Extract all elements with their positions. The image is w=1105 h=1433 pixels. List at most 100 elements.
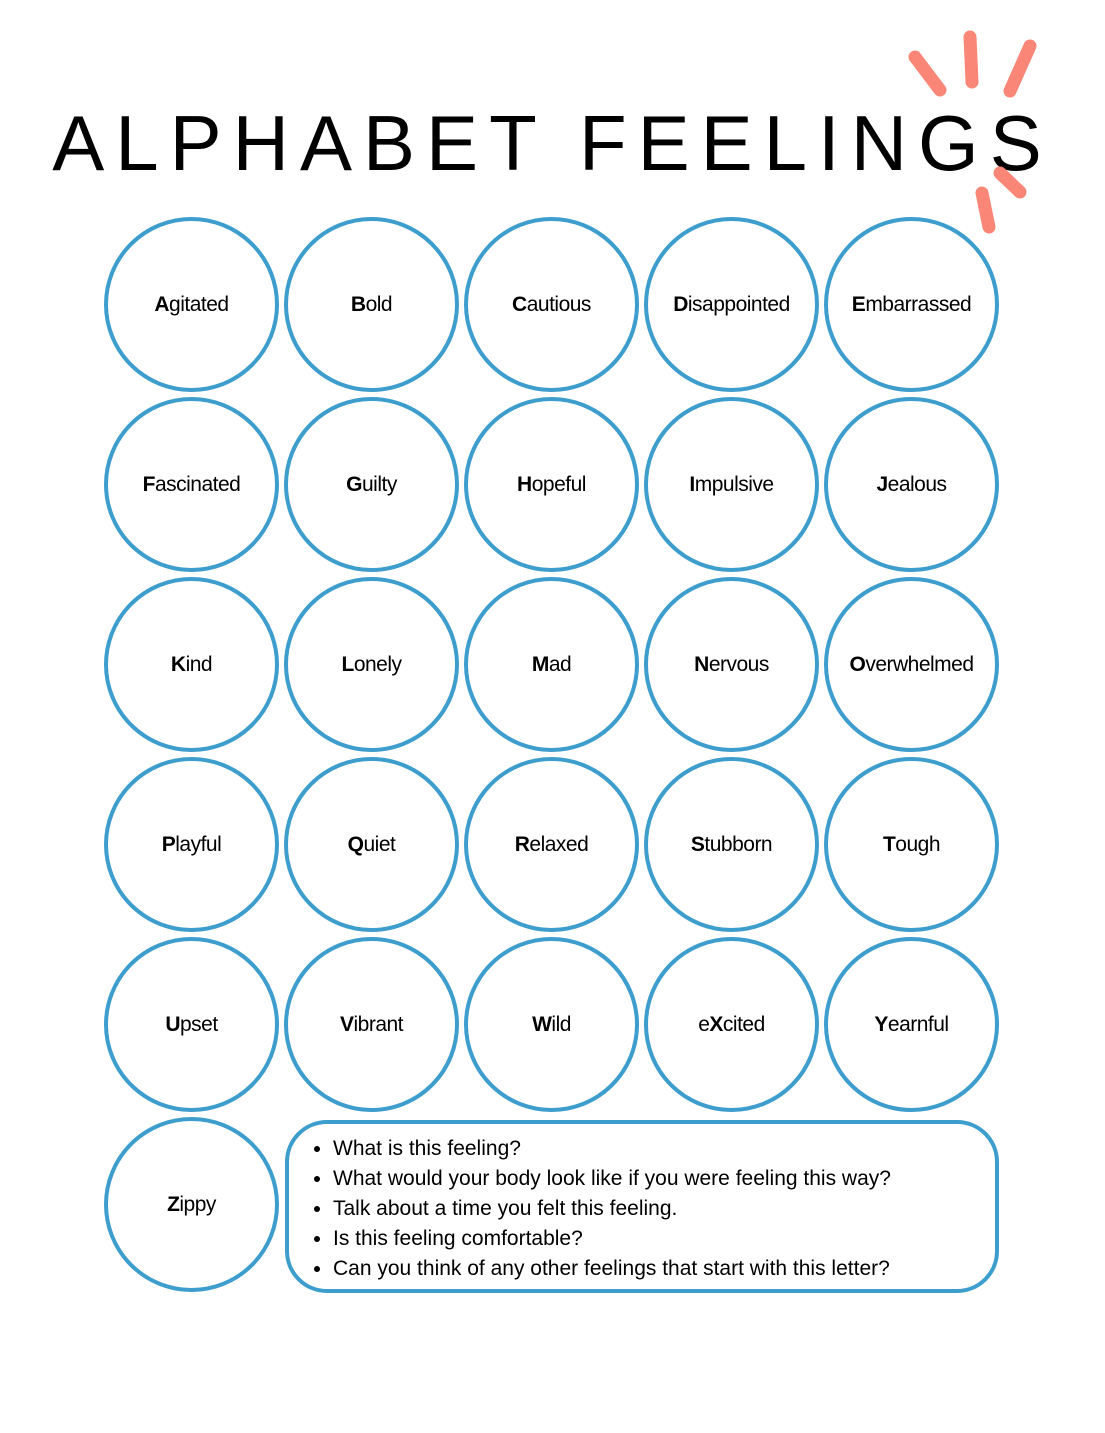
- prompt-item: Can you think of any other feelings that…: [333, 1254, 891, 1284]
- feeling-circle: Overwhelmed: [824, 577, 999, 752]
- feeling-initial: V: [339, 1012, 354, 1036]
- feeling-circle: Cautious: [464, 217, 639, 392]
- feeling-rest: layful: [175, 832, 222, 856]
- feeling-label: Impulsive: [689, 472, 774, 497]
- page-title: ALPHABET FEELINGS: [52, 99, 1053, 187]
- feeling-rest: mpulsive: [694, 472, 774, 496]
- feeling-label: Cautious: [512, 293, 591, 317]
- feeling-label: Quiet: [348, 833, 396, 857]
- feeling-initial: U: [165, 1012, 180, 1036]
- feeling-rest: tubborn: [704, 832, 773, 856]
- feeling-initial: M: [531, 652, 550, 676]
- feeling-circle: Wild: [464, 937, 639, 1112]
- feeling-circle: Yearnful: [824, 937, 999, 1112]
- feeling-initial: P: [161, 832, 176, 856]
- feeling-rest: pset: [179, 1012, 218, 1036]
- feeling-circle: Nervous: [644, 577, 819, 752]
- prompt-item: Talk about a time you felt this feeling.: [333, 1194, 891, 1224]
- prompt-item: What is this feeling?: [333, 1134, 891, 1164]
- feeling-label: Upset: [165, 1012, 218, 1037]
- feeling-initial: Z: [167, 1192, 180, 1216]
- ray: [963, 30, 979, 89]
- feeling-label: Stubborn: [691, 832, 773, 857]
- feeling-label: Kind: [170, 652, 213, 677]
- ray: [975, 186, 996, 234]
- feeling-initial: Q: [347, 832, 364, 856]
- feeling-initial: E: [851, 292, 866, 316]
- feeling-initial: A: [154, 292, 170, 316]
- feeling-label: Mad: [531, 652, 572, 677]
- feeling-label: Yearnful: [874, 1012, 949, 1037]
- feeling-label: Relaxed: [515, 833, 589, 857]
- feeling-circle: eXcited: [644, 937, 819, 1112]
- feeling-rest: earnful: [887, 1012, 949, 1036]
- feeling-label: Guilty: [346, 473, 397, 497]
- ray: [1003, 39, 1037, 98]
- feeling-rest: elaxed: [529, 832, 589, 856]
- feeling-circle: Zippy: [104, 1117, 279, 1292]
- feeling-label: Zippy: [167, 1193, 216, 1217]
- feeling-label: Vibrant: [339, 1012, 404, 1037]
- feeling-circle: Playful: [104, 757, 279, 932]
- feeling-initial: C: [512, 292, 527, 316]
- feeling-circle: Tough: [824, 757, 999, 932]
- feeling-circle: Vibrant: [284, 937, 459, 1112]
- feeling-rest: opeful: [531, 472, 587, 496]
- feeling-initial: H: [517, 472, 532, 496]
- feeling-label: Lonely: [341, 652, 402, 677]
- feeling-rest: verwhelmed: [865, 652, 974, 676]
- feeling-rest: ascinated: [154, 472, 241, 496]
- feeling-initial: N: [694, 652, 709, 676]
- feeling-initial: K: [170, 652, 186, 676]
- feeling-label: Jealous: [876, 472, 947, 497]
- feeling-rest: ad: [548, 652, 572, 676]
- feeling-circle: Impulsive: [644, 397, 819, 572]
- feeling-label: Fascinated: [143, 473, 241, 497]
- feeling-circle: Mad: [464, 577, 639, 752]
- feeling-prefix: e: [698, 1012, 710, 1036]
- feeling-circle: Bold: [284, 217, 459, 392]
- feeling-rest: ervous: [708, 652, 770, 676]
- feeling-initial: B: [350, 292, 366, 316]
- feeling-label: Nervous: [694, 653, 769, 677]
- feeling-rest: autious: [526, 292, 592, 316]
- feeling-circle: Fascinated: [104, 397, 279, 572]
- feeling-label: Wild: [532, 1013, 571, 1037]
- feeling-rest: ough: [895, 832, 941, 856]
- feeling-circle: Agitated: [104, 217, 279, 392]
- feeling-label: Disappointed: [673, 293, 790, 317]
- feeling-circle: Lonely: [284, 577, 459, 752]
- feeling-circle: Guilty: [284, 397, 459, 572]
- ray: [908, 50, 947, 97]
- feeling-rest: cited: [722, 1012, 765, 1036]
- feeling-rest: uiet: [363, 832, 396, 856]
- feeling-circle: Jealous: [824, 397, 999, 572]
- feeling-initial: X: [709, 1012, 723, 1036]
- feeling-initial: R: [514, 832, 530, 856]
- feeling-initial: O: [849, 652, 866, 676]
- feeling-rest: ind: [185, 652, 213, 676]
- sunburst-decoration-icon: [908, 30, 1037, 234]
- feeling-initial: F: [142, 472, 156, 496]
- feeling-rest: ibrant: [353, 1012, 404, 1036]
- feeling-label: Embarrassed: [851, 292, 972, 317]
- feeling-rest: mbarrassed: [865, 292, 972, 316]
- feeling-label: Agitated: [154, 292, 229, 317]
- feeling-rest: ippy: [179, 1192, 216, 1216]
- feeling-label: Hopeful: [517, 473, 586, 497]
- feeling-label: Overwhelmed: [849, 652, 974, 677]
- feeling-initial: I: [689, 472, 695, 496]
- feeling-circle: Disappointed: [644, 217, 819, 392]
- feeling-initial: T: [882, 832, 896, 856]
- feeling-circle: Kind: [104, 577, 279, 752]
- prompt-item: What would your body look like if you we…: [333, 1164, 891, 1194]
- feeling-initial: L: [341, 652, 354, 676]
- feeling-rest: ealous: [887, 472, 947, 496]
- ray: [993, 166, 1027, 199]
- feeling-circle: Relaxed: [464, 757, 639, 932]
- feeling-initial: G: [346, 472, 362, 496]
- feeling-rest: old: [365, 292, 393, 316]
- feeling-initial: J: [876, 472, 888, 496]
- feeling-rest: onely: [353, 652, 402, 676]
- feeling-circle: Embarrassed: [824, 217, 999, 392]
